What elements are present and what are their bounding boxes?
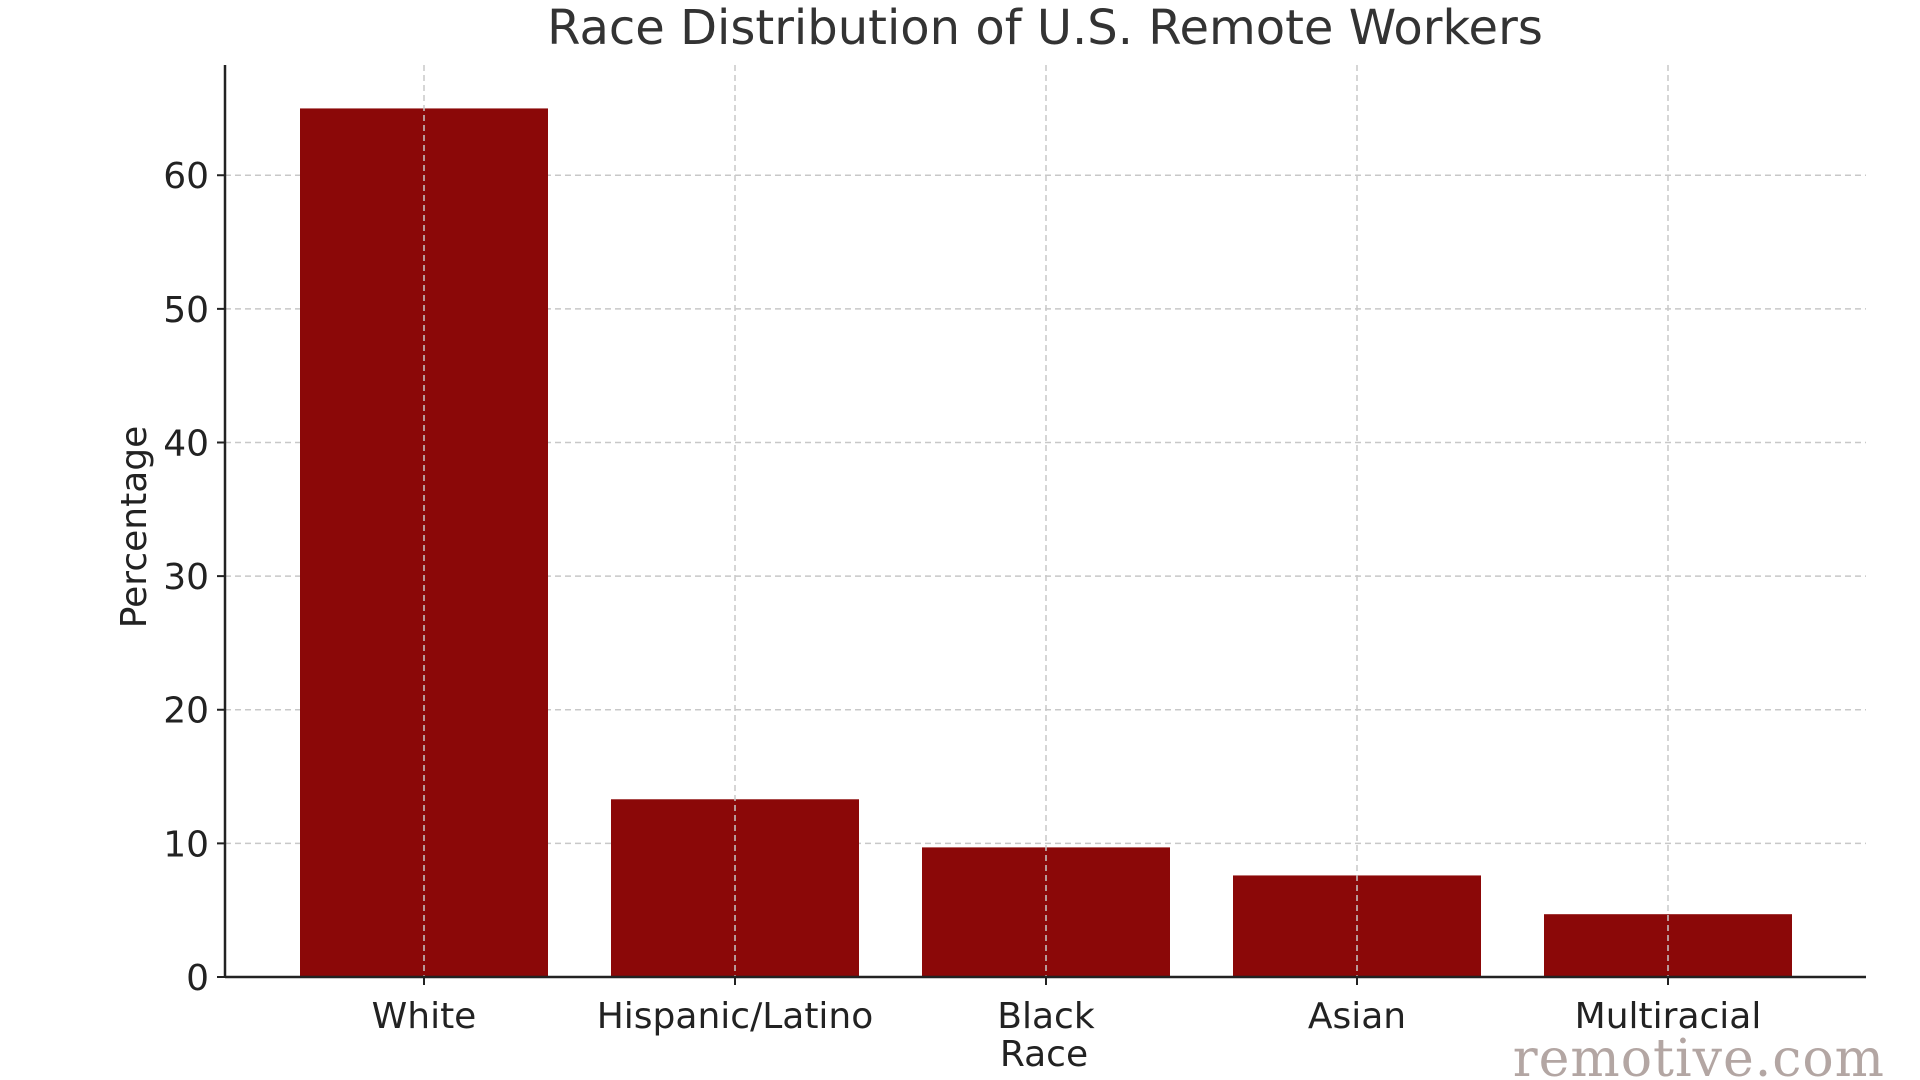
y-axis-label: Percentage [114,426,155,629]
x-tick-label: Multiracial [1575,996,1762,1037]
x-tick-label: Black [997,996,1095,1037]
y-tick-label: 10 [163,824,209,865]
axes [217,65,1866,985]
y-tick-labels: 0 10 20 30 40 50 60 [163,156,209,999]
chart-title: Race Distribution of U.S. Remote Workers [547,0,1543,56]
vertical-grid-lines [423,65,1669,977]
x-tick-label: Hispanic/Latino [597,996,874,1037]
y-tick-label: 20 [163,691,209,732]
y-tick-label: 30 [163,557,209,598]
y-tick-label: 50 [163,290,209,331]
y-tick-label: 0 [186,958,209,999]
x-tick-label: White [372,996,477,1037]
watermark-logo: remotive.com [1513,1029,1885,1080]
x-tick-labels: White Hispanic/Latino Black Asian Multiracia… [372,996,1762,1037]
x-tick-label: Asian [1308,996,1406,1037]
bar-white [300,108,548,977]
y-tick-label: 60 [163,156,209,197]
x-axis-label: Race [1000,1034,1088,1075]
y-tick-label: 40 [163,423,209,464]
